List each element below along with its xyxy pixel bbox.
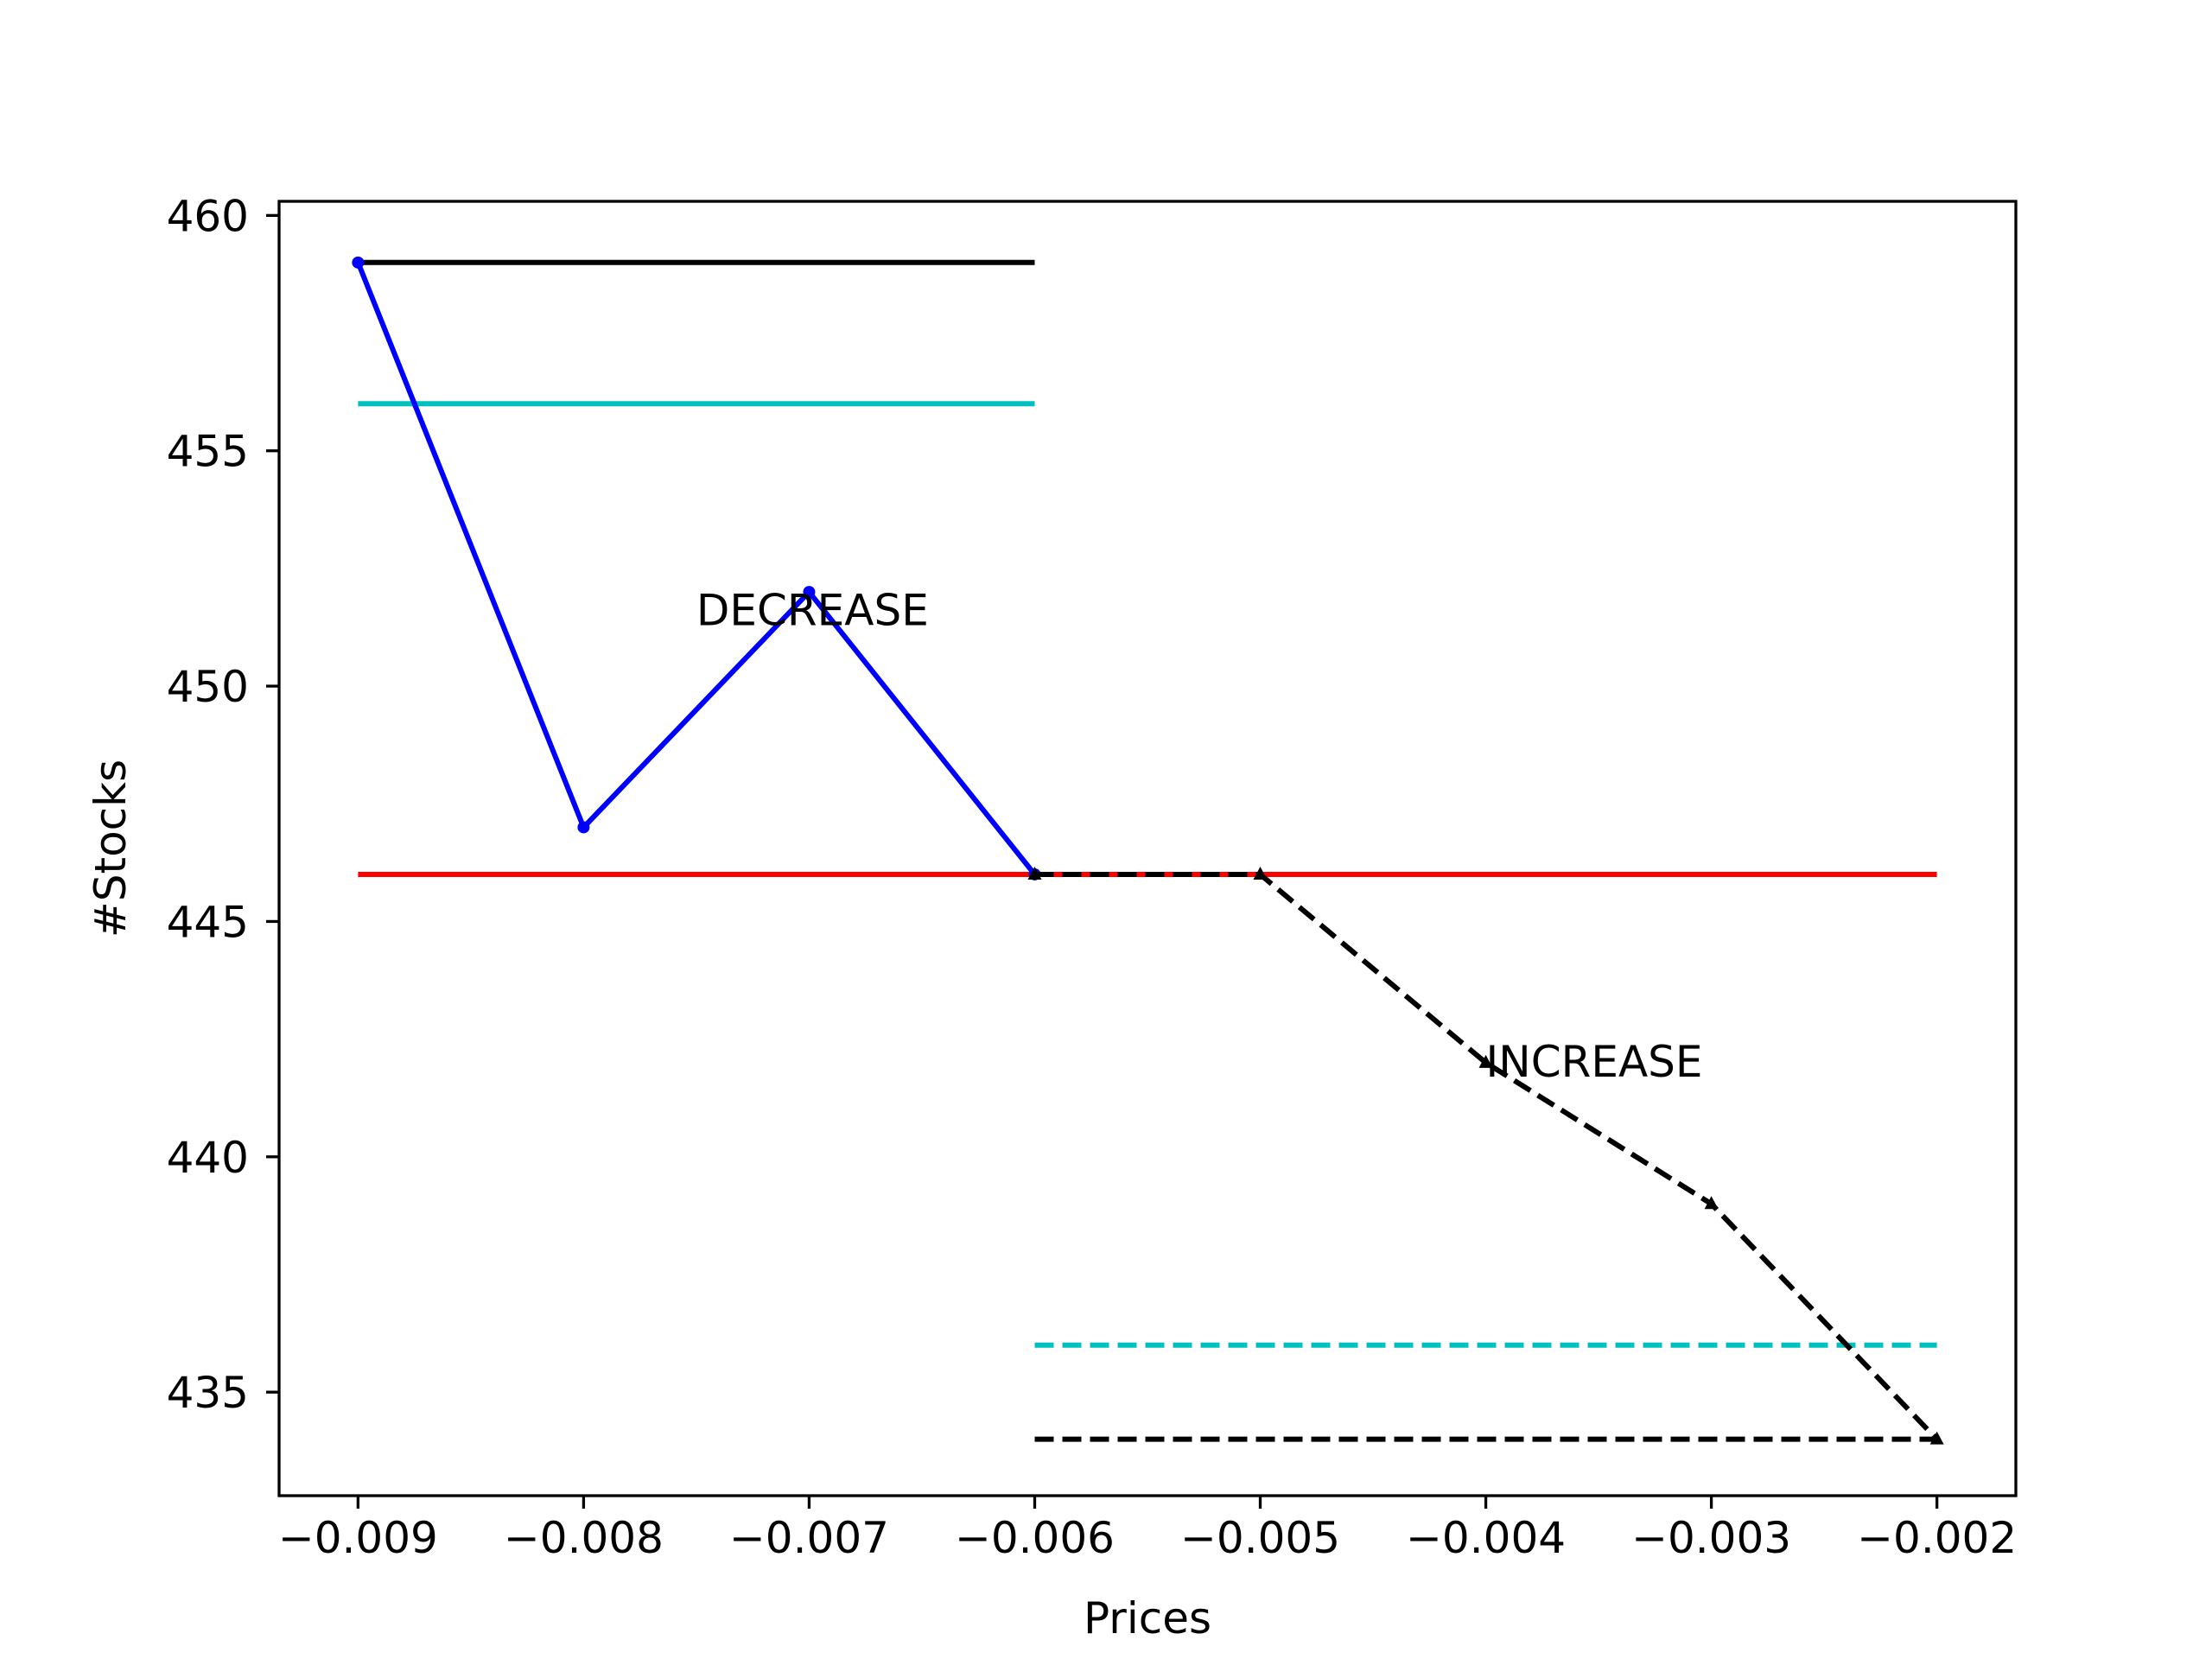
x-tick-label: −0.006 (955, 1513, 1115, 1563)
y-axis-label: #Stocks (86, 760, 136, 938)
decrease-line-point (803, 586, 816, 599)
x-tick-label: −0.003 (1631, 1513, 1791, 1563)
series-layer (352, 256, 1944, 1445)
increase-line-point (1253, 866, 1268, 880)
x-tick-label: −0.008 (504, 1513, 664, 1563)
y-tick-label: 460 (167, 191, 249, 241)
y-tick-label: 440 (167, 1133, 249, 1183)
increase-line-point (1704, 1196, 1719, 1210)
decrease-line-point (352, 256, 365, 269)
increase-line-point (1929, 1431, 1944, 1445)
y-axis: 435 440 445 450 455 460 (167, 191, 279, 1418)
increase-line-point (1027, 866, 1042, 880)
annotation-label: INCREASE (1486, 1037, 1703, 1087)
increase-line-point (1478, 1054, 1493, 1068)
x-axis: −0.009 −0.008 −0.007 −0.006 −0.005 −0.004 −0.0… (278, 1496, 2017, 1563)
plot-area-frame (277, 200, 2018, 1497)
x-axis-label: Prices (1084, 1593, 1211, 1643)
series-decrease-line (355, 261, 1037, 876)
y-tick-label: 450 (167, 662, 249, 712)
series-increase-line (1034, 872, 1939, 1441)
y-tick-label: 435 (167, 1368, 249, 1418)
annotation-layer: DECREASE INCREASE (696, 585, 1703, 1087)
annotation-label: DECREASE (696, 585, 929, 635)
x-tick-label: −0.007 (729, 1513, 889, 1563)
decrease-line-point (577, 821, 590, 834)
y-tick-label: 455 (167, 427, 249, 477)
y-tick-label: 445 (167, 897, 249, 947)
x-tick-label: −0.005 (1180, 1513, 1340, 1563)
x-tick-label: −0.002 (1857, 1513, 2017, 1563)
x-tick-label: −0.004 (1406, 1513, 1566, 1563)
x-tick-label: −0.009 (278, 1513, 438, 1563)
